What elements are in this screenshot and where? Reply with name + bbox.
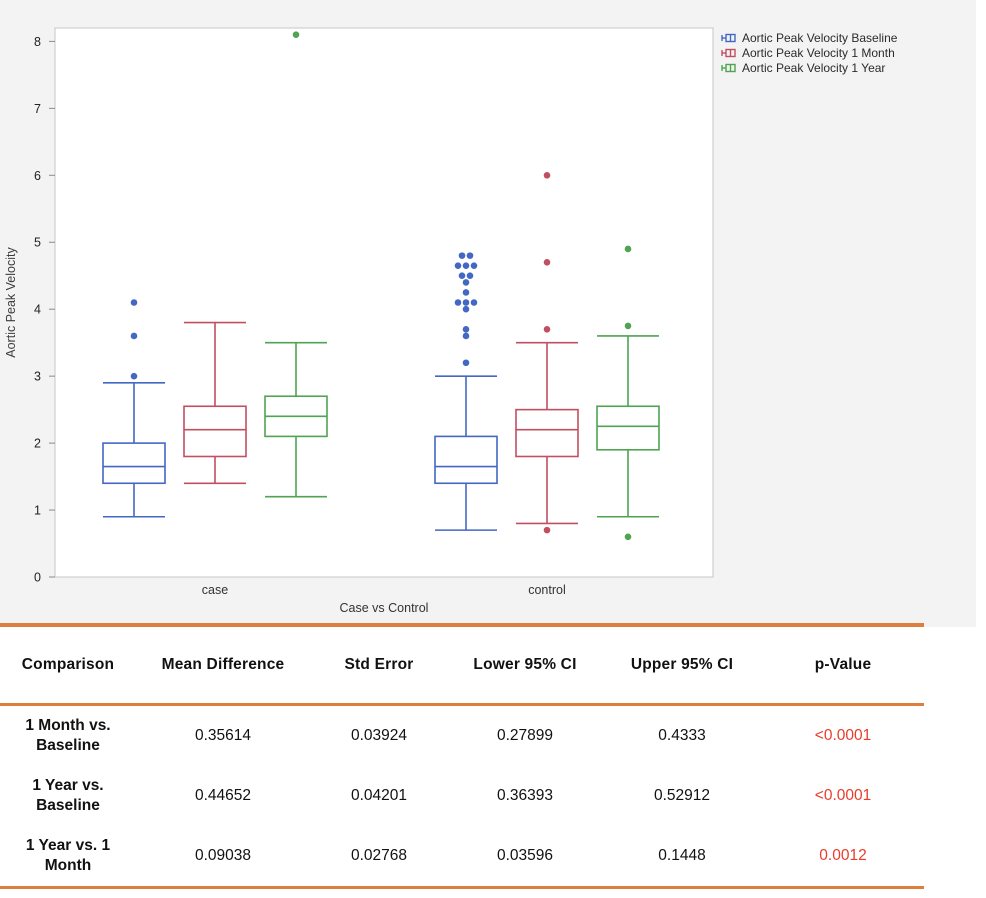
outlier-point <box>462 332 470 340</box>
y-tick-label: 2 <box>34 437 41 451</box>
y-tick-label: 6 <box>34 169 41 183</box>
boxplot-glyph-icon <box>721 48 736 58</box>
legend-item-2: Aortic Peak Velocity 1 Year <box>721 61 897 75</box>
y-tick-label: 4 <box>34 303 41 317</box>
mean-difference-cell: 0.09038 <box>194 847 252 864</box>
outlier-point <box>130 332 138 340</box>
outlier-point <box>470 262 478 269</box>
boxplot-glyph-icon <box>721 33 736 43</box>
box-control-series-1 <box>515 341 579 525</box>
p-value-cell: <0.0001 <box>814 787 872 804</box>
box-control-series-2 <box>596 335 660 518</box>
box-case-series-1 <box>183 321 247 485</box>
legend-label: Aortic Peak Velocity 1 Year <box>742 61 886 75</box>
comparison-cell: 1 Year vs. 1 Month <box>0 836 136 876</box>
outlier-point <box>458 252 466 259</box>
col-header-comparison: Comparison <box>21 656 115 673</box>
x-category-label: case <box>202 583 228 597</box>
box-case-series-2 <box>264 341 328 498</box>
y-tick-label: 0 <box>34 571 41 585</box>
y-tick-label: 8 <box>34 35 41 49</box>
outlier-point <box>624 322 632 330</box>
outlier-point <box>292 31 300 38</box>
outlier-point <box>462 262 470 269</box>
col-header-lower-ci: Lower 95% CI <box>473 656 577 673</box>
boxplot-glyph-icon <box>721 63 736 73</box>
legend-item-1: Aortic Peak Velocity 1 Month <box>721 46 897 60</box>
col-header-upper-ci: Upper 95% CI <box>630 656 734 673</box>
outlier-point <box>458 272 466 280</box>
lower-ci-cell: 0.27899 <box>496 727 554 744</box>
outlier-point <box>462 289 470 296</box>
upper-ci-cell: 0.1448 <box>658 847 706 864</box>
col-header-std-error: Std Error <box>344 656 414 673</box>
table-row: 1 Year vs. Baseline 0.44652 0.04201 0.36… <box>0 766 930 826</box>
p-value-cell: <0.0001 <box>814 727 872 744</box>
col-header-mean-difference: Mean Difference <box>161 656 285 673</box>
outlier-point <box>470 299 478 306</box>
col-header-p-value: p-Value <box>814 656 872 673</box>
y-tick-label: 1 <box>34 504 41 518</box>
lower-ci-cell: 0.03596 <box>496 847 554 864</box>
comparison-label: 1 Year vs. 1 Month <box>25 836 111 874</box>
table-top-rule <box>0 623 924 627</box>
y-tick-label: 5 <box>34 236 41 250</box>
box-case-series-0 <box>102 382 166 518</box>
table-header-row: Comparison Mean Difference Std Error Low… <box>0 627 930 703</box>
outlier-point <box>454 299 462 306</box>
upper-ci-cell: 0.52912 <box>653 787 711 804</box>
comparison-label: 1 Month vs. Baseline <box>25 716 111 754</box>
legend-item-0: Aortic Peak Velocity Baseline <box>721 31 897 45</box>
upper-ci-cell: 0.4333 <box>658 727 706 744</box>
mean-difference-cell: 0.35614 <box>194 727 252 744</box>
comparison-cell: 1 Month vs. Baseline <box>0 716 136 756</box>
outlier-point <box>466 272 474 280</box>
x-category-label: control <box>528 583 566 597</box>
plot-area <box>54 27 714 578</box>
outlier-point <box>543 171 551 179</box>
comparison-table: Comparison Mean Difference Std Error Low… <box>0 627 930 889</box>
table-header-rule <box>0 703 924 706</box>
x-axis-title: Case vs Control <box>340 601 429 615</box>
table-row: 1 Year vs. 1 Month 0.09038 0.02768 0.035… <box>0 826 930 886</box>
outlier-point <box>462 325 470 333</box>
outlier-point <box>462 279 470 286</box>
table-bottom-rule <box>0 886 924 889</box>
legend-label: Aortic Peak Velocity 1 Month <box>742 46 895 60</box>
outlier-point <box>130 299 138 306</box>
legend-label: Aortic Peak Velocity Baseline <box>742 31 898 45</box>
y-tick-label: 7 <box>34 102 41 116</box>
chart-legend: Aortic Peak Velocity Baseline Aortic Peak… <box>721 31 897 75</box>
outlier-point <box>462 305 470 313</box>
outlier-point <box>130 372 138 380</box>
outlier-point <box>624 533 632 541</box>
outlier-point <box>543 259 551 266</box>
box-control-series-0 <box>434 375 498 531</box>
std-error-cell: 0.02768 <box>350 847 408 864</box>
boxplot-chart-panel: 0 1 2 3 4 5 6 7 8 Aortic Peak Velocity case control… <box>0 0 976 627</box>
outlier-point <box>624 245 632 253</box>
boxplot-svg: 0 1 2 3 4 5 6 7 8 Aortic Peak Velocity case control… <box>4 27 714 615</box>
y-axis-title: Aortic Peak Velocity <box>4 247 18 358</box>
comparison-label: 1 Year vs. Baseline <box>32 776 104 814</box>
std-error-cell: 0.04201 <box>350 787 408 804</box>
y-tick-label: 3 <box>34 370 41 384</box>
lower-ci-cell: 0.36393 <box>496 787 554 804</box>
comparison-cell: 1 Year vs. Baseline <box>0 776 136 816</box>
outlier-point <box>462 359 470 367</box>
outlier-point <box>466 252 474 259</box>
outlier-point <box>454 262 462 269</box>
outlier-point <box>543 526 551 534</box>
std-error-cell: 0.03924 <box>350 727 408 744</box>
p-value-cell: 0.0012 <box>819 847 867 864</box>
mean-difference-cell: 0.44652 <box>194 787 252 804</box>
table-row: 1 Month vs. Baseline 0.35614 0.03924 0.2… <box>0 706 930 766</box>
outlier-point <box>462 299 470 306</box>
outlier-point <box>543 325 551 333</box>
